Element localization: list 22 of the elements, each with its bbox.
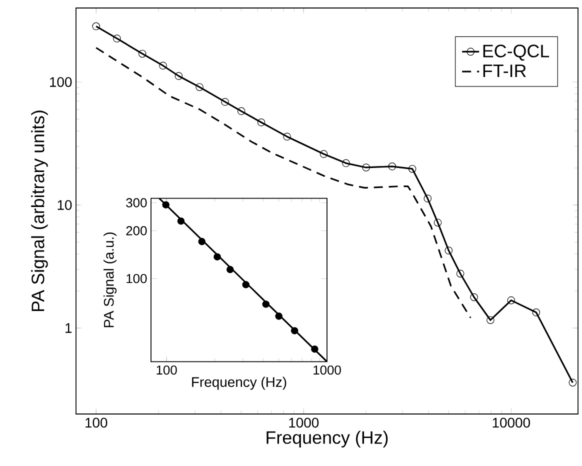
- x-tick-label: 10000: [492, 418, 530, 428]
- point: [162, 201, 170, 208]
- point: [226, 266, 234, 274]
- y-tick-label: 300: [126, 198, 147, 208]
- y-tick-label: 200: [126, 226, 147, 236]
- point: [177, 217, 185, 225]
- y-axis-title: PA Signal (arbitrary units): [31, 110, 48, 312]
- x-tick-label: 1000: [314, 365, 341, 375]
- point: [275, 312, 282, 320]
- y-axis-title: PA Signal (a.u.): [104, 232, 117, 328]
- legend-label: EC-QCL: [483, 44, 550, 61]
- legend-label: FT-IR: [483, 64, 526, 78]
- x-axis-title: Frequency (Hz): [266, 430, 388, 448]
- y-tick-label: 100: [126, 274, 147, 284]
- x-tick-label: 100: [86, 418, 108, 428]
- point: [242, 281, 250, 288]
- y-tick-label: 100: [50, 77, 72, 87]
- y-tick-label: 10: [58, 200, 72, 210]
- x-tick-label: 1000: [289, 418, 319, 428]
- y-tick-label: 1: [66, 323, 72, 333]
- point: [290, 327, 298, 334]
- x-axis-title: Frequency (Hz): [192, 376, 286, 390]
